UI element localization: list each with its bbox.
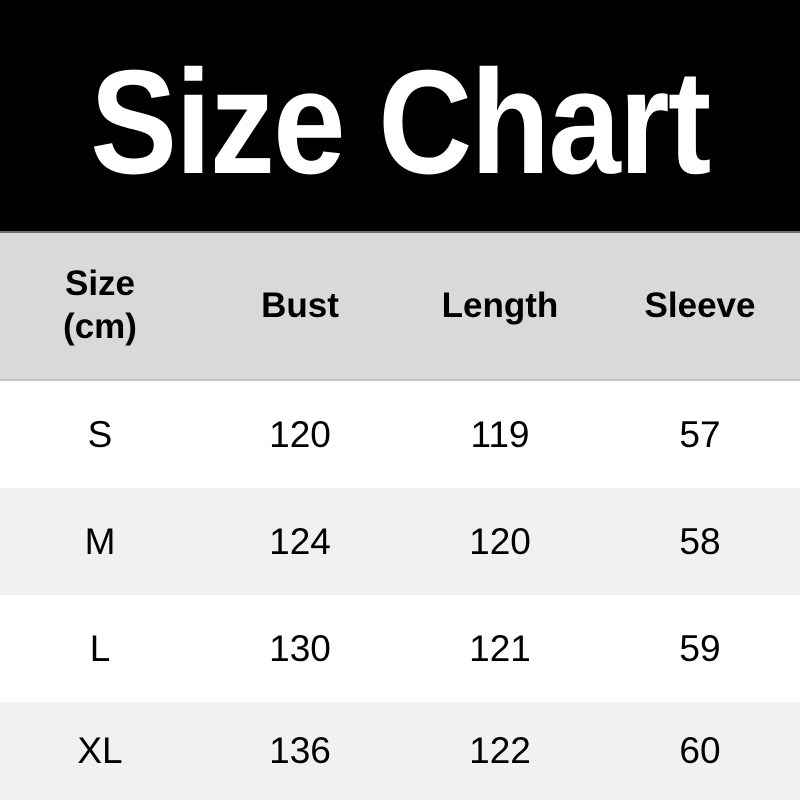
bust-cell: 120: [269, 413, 331, 455]
header-cell-size: Size (cm): [63, 264, 137, 346]
bust-cell: 124: [269, 520, 331, 562]
size-table: Size (cm) Bust Length Sleeve S 120 119 5…: [0, 231, 800, 800]
size-cell: L: [89, 627, 111, 669]
size-cell: M: [84, 520, 116, 562]
header-cell-sleeve: Sleeve: [644, 285, 756, 325]
header-cell-bust: Bust: [261, 285, 339, 325]
sleeve-cell: 59: [679, 627, 721, 669]
sleeve-cell: 57: [679, 413, 721, 455]
page-title: Size Chart: [90, 39, 711, 205]
bust-cell: 136: [269, 730, 331, 771]
table-row-s: S 120 119 57: [0, 381, 800, 488]
length-cell: 121: [469, 627, 531, 669]
size-cell: XL: [77, 730, 123, 771]
sleeve-cell: 60: [679, 730, 721, 771]
table-row-l: L 130 121 59: [0, 595, 800, 702]
length-cell: 122: [469, 730, 531, 771]
bust-cell: 130: [269, 627, 331, 669]
size-cell: S: [87, 413, 113, 455]
length-cell: 119: [470, 413, 530, 455]
table-row-xl: XL 136 122 60: [0, 702, 800, 800]
table-row-m: M 124 120 58: [0, 488, 800, 595]
table-header-row: Size (cm) Bust Length Sleeve: [0, 231, 800, 381]
sleeve-cell: 58: [679, 520, 721, 562]
header-cell-length: Length: [441, 285, 559, 325]
title-banner: Size Chart: [0, 0, 800, 231]
length-cell: 120: [469, 520, 531, 562]
